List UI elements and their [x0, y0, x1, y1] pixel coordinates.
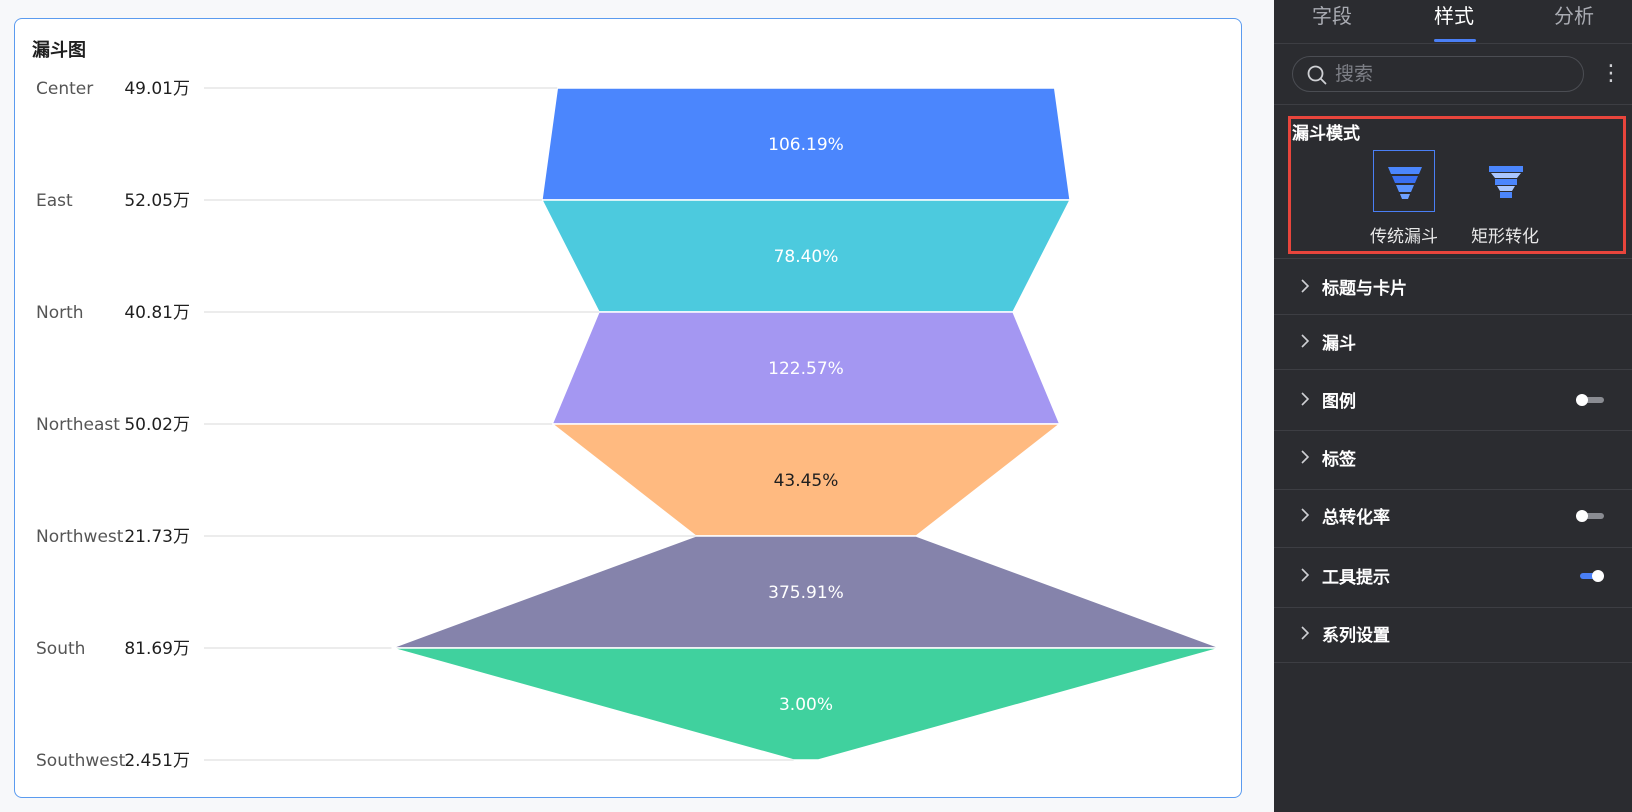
funnel-mode-traditional-label: 传统漏斗 — [1370, 227, 1438, 247]
chevron-right-icon — [1301, 334, 1310, 348]
section-funnel[interactable]: 漏斗 — [1274, 314, 1632, 370]
section-labels[interactable]: 标签 — [1274, 430, 1632, 486]
divider — [1274, 430, 1632, 431]
section-label: 工具提示 — [1322, 568, 1390, 588]
stage-category-label: South — [36, 639, 85, 659]
funnel-mode-traditional-frame — [1373, 150, 1435, 212]
section-label: 系列设置 — [1322, 626, 1390, 646]
conversion-rate-label: 106.19% — [768, 135, 844, 155]
stage-category-label: Northwest — [36, 527, 124, 547]
conversion-rate-label: 43.45% — [774, 471, 839, 491]
divider — [1274, 258, 1632, 259]
funnel-segment — [390, 647, 1222, 761]
divider — [1274, 662, 1632, 663]
chevron-right-icon — [1301, 568, 1310, 582]
section-tooltip[interactable]: 工具提示 — [1274, 548, 1632, 604]
stage-category-label: Northeast — [36, 415, 120, 435]
section-label: 总转化率 — [1322, 508, 1390, 528]
divider — [1274, 607, 1632, 608]
chevron-right-icon — [1301, 626, 1310, 640]
section-label: 标题与卡片 — [1322, 279, 1407, 299]
stage-value-label: 2.451万 — [124, 751, 190, 771]
divider — [1274, 369, 1632, 370]
section-title-card[interactable]: 标题与卡片 — [1274, 259, 1632, 315]
style-panel: 字段 样式 分析 ⋮ 漏斗模式 传统漏斗 — [1274, 0, 1632, 812]
divider — [1274, 547, 1632, 548]
panel-tabs: 字段 样式 分析 — [1274, 0, 1632, 44]
tab-fields[interactable]: 字段 — [1312, 4, 1352, 28]
conversion-rate-label: 3.00% — [779, 695, 833, 715]
funnel-mode-title: 漏斗模式 — [1292, 124, 1360, 144]
stage-value-label: 81.69万 — [124, 639, 190, 659]
chevron-right-icon — [1301, 508, 1310, 522]
stage-value-label: 52.05万 — [124, 191, 190, 211]
funnel-mode-rect-label: 矩形转化 — [1471, 227, 1539, 247]
funnel-mode-highlight-box — [1288, 116, 1626, 254]
section-legend[interactable]: 图例 — [1274, 372, 1632, 428]
conversion-rate-label: 122.57% — [768, 359, 844, 379]
divider — [1274, 489, 1632, 490]
total-conversion-toggle[interactable] — [1576, 509, 1604, 523]
divider — [1274, 314, 1632, 315]
stage-value-label: 40.81万 — [124, 303, 190, 323]
funnel-mode-rect-frame — [1474, 150, 1536, 212]
chevron-right-icon — [1301, 450, 1310, 464]
funnel-traditional-icon — [1388, 167, 1422, 199]
section-label: 漏斗 — [1322, 334, 1356, 354]
stage-category-label: Southwest — [36, 751, 126, 771]
tab-style[interactable]: 样式 — [1434, 4, 1474, 28]
stage-value-label: 21.73万 — [124, 527, 190, 547]
stage-value-label: 50.02万 — [124, 415, 190, 435]
tab-analysis[interactable]: 分析 — [1554, 4, 1594, 28]
search-box — [1292, 56, 1584, 92]
conversion-rate-label: 375.91% — [768, 583, 844, 603]
legend-toggle[interactable] — [1576, 393, 1604, 407]
chevron-right-icon — [1301, 392, 1310, 406]
stage-category-label: East — [36, 191, 73, 211]
search-icon — [1307, 65, 1327, 85]
more-vertical-icon[interactable]: ⋮ — [1600, 61, 1622, 86]
stage-value-label: 49.01万 — [124, 79, 190, 99]
section-label: 图例 — [1322, 392, 1356, 412]
section-series-settings[interactable]: 系列设置 — [1274, 606, 1632, 662]
chart-title: 漏斗图 — [32, 40, 86, 61]
section-label: 标签 — [1322, 450, 1356, 470]
tooltip-toggle[interactable] — [1576, 569, 1604, 583]
search-input[interactable] — [1335, 60, 1575, 88]
stage-category-label: North — [36, 303, 84, 323]
stage-category-label: Center — [36, 79, 93, 99]
active-tab-indicator — [1434, 39, 1476, 42]
divider — [1274, 104, 1632, 105]
funnel-rect-icon — [1489, 166, 1523, 198]
funnel-chart: 106.19% 78.40% 122.57% 43.45% 375.91% 3.00% Ce… — [36, 79, 1222, 771]
section-total-conversion[interactable]: 总转化率 — [1274, 488, 1632, 544]
chevron-right-icon — [1301, 279, 1310, 293]
conversion-rate-label: 78.40% — [774, 247, 839, 267]
